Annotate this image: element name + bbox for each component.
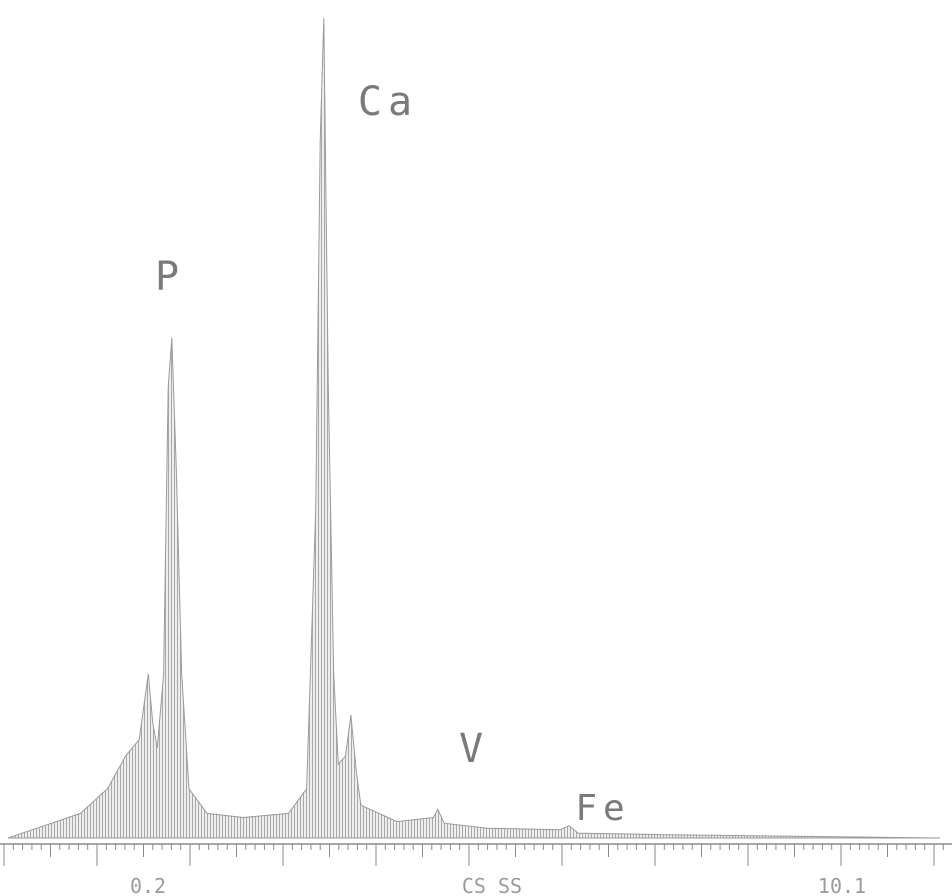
x-tick-label: 0.2 (130, 874, 166, 896)
series-layer (7, 17, 941, 839)
peak-label-p: P (155, 254, 185, 300)
x-tick-label: 10.1 (818, 874, 866, 896)
peak-label-fe: Fe (575, 788, 630, 829)
x-tick-label: CS SS (462, 874, 522, 896)
spectrum-series-0 (7, 17, 941, 839)
peak-label-v: V (459, 726, 489, 772)
x-axis (0, 843, 952, 866)
peak-label-ca: Ca (358, 79, 418, 125)
peak-labels: P Ca V Fe (155, 79, 630, 829)
x-tick-labels: 0.2 CS SS 10.1 (130, 874, 866, 896)
